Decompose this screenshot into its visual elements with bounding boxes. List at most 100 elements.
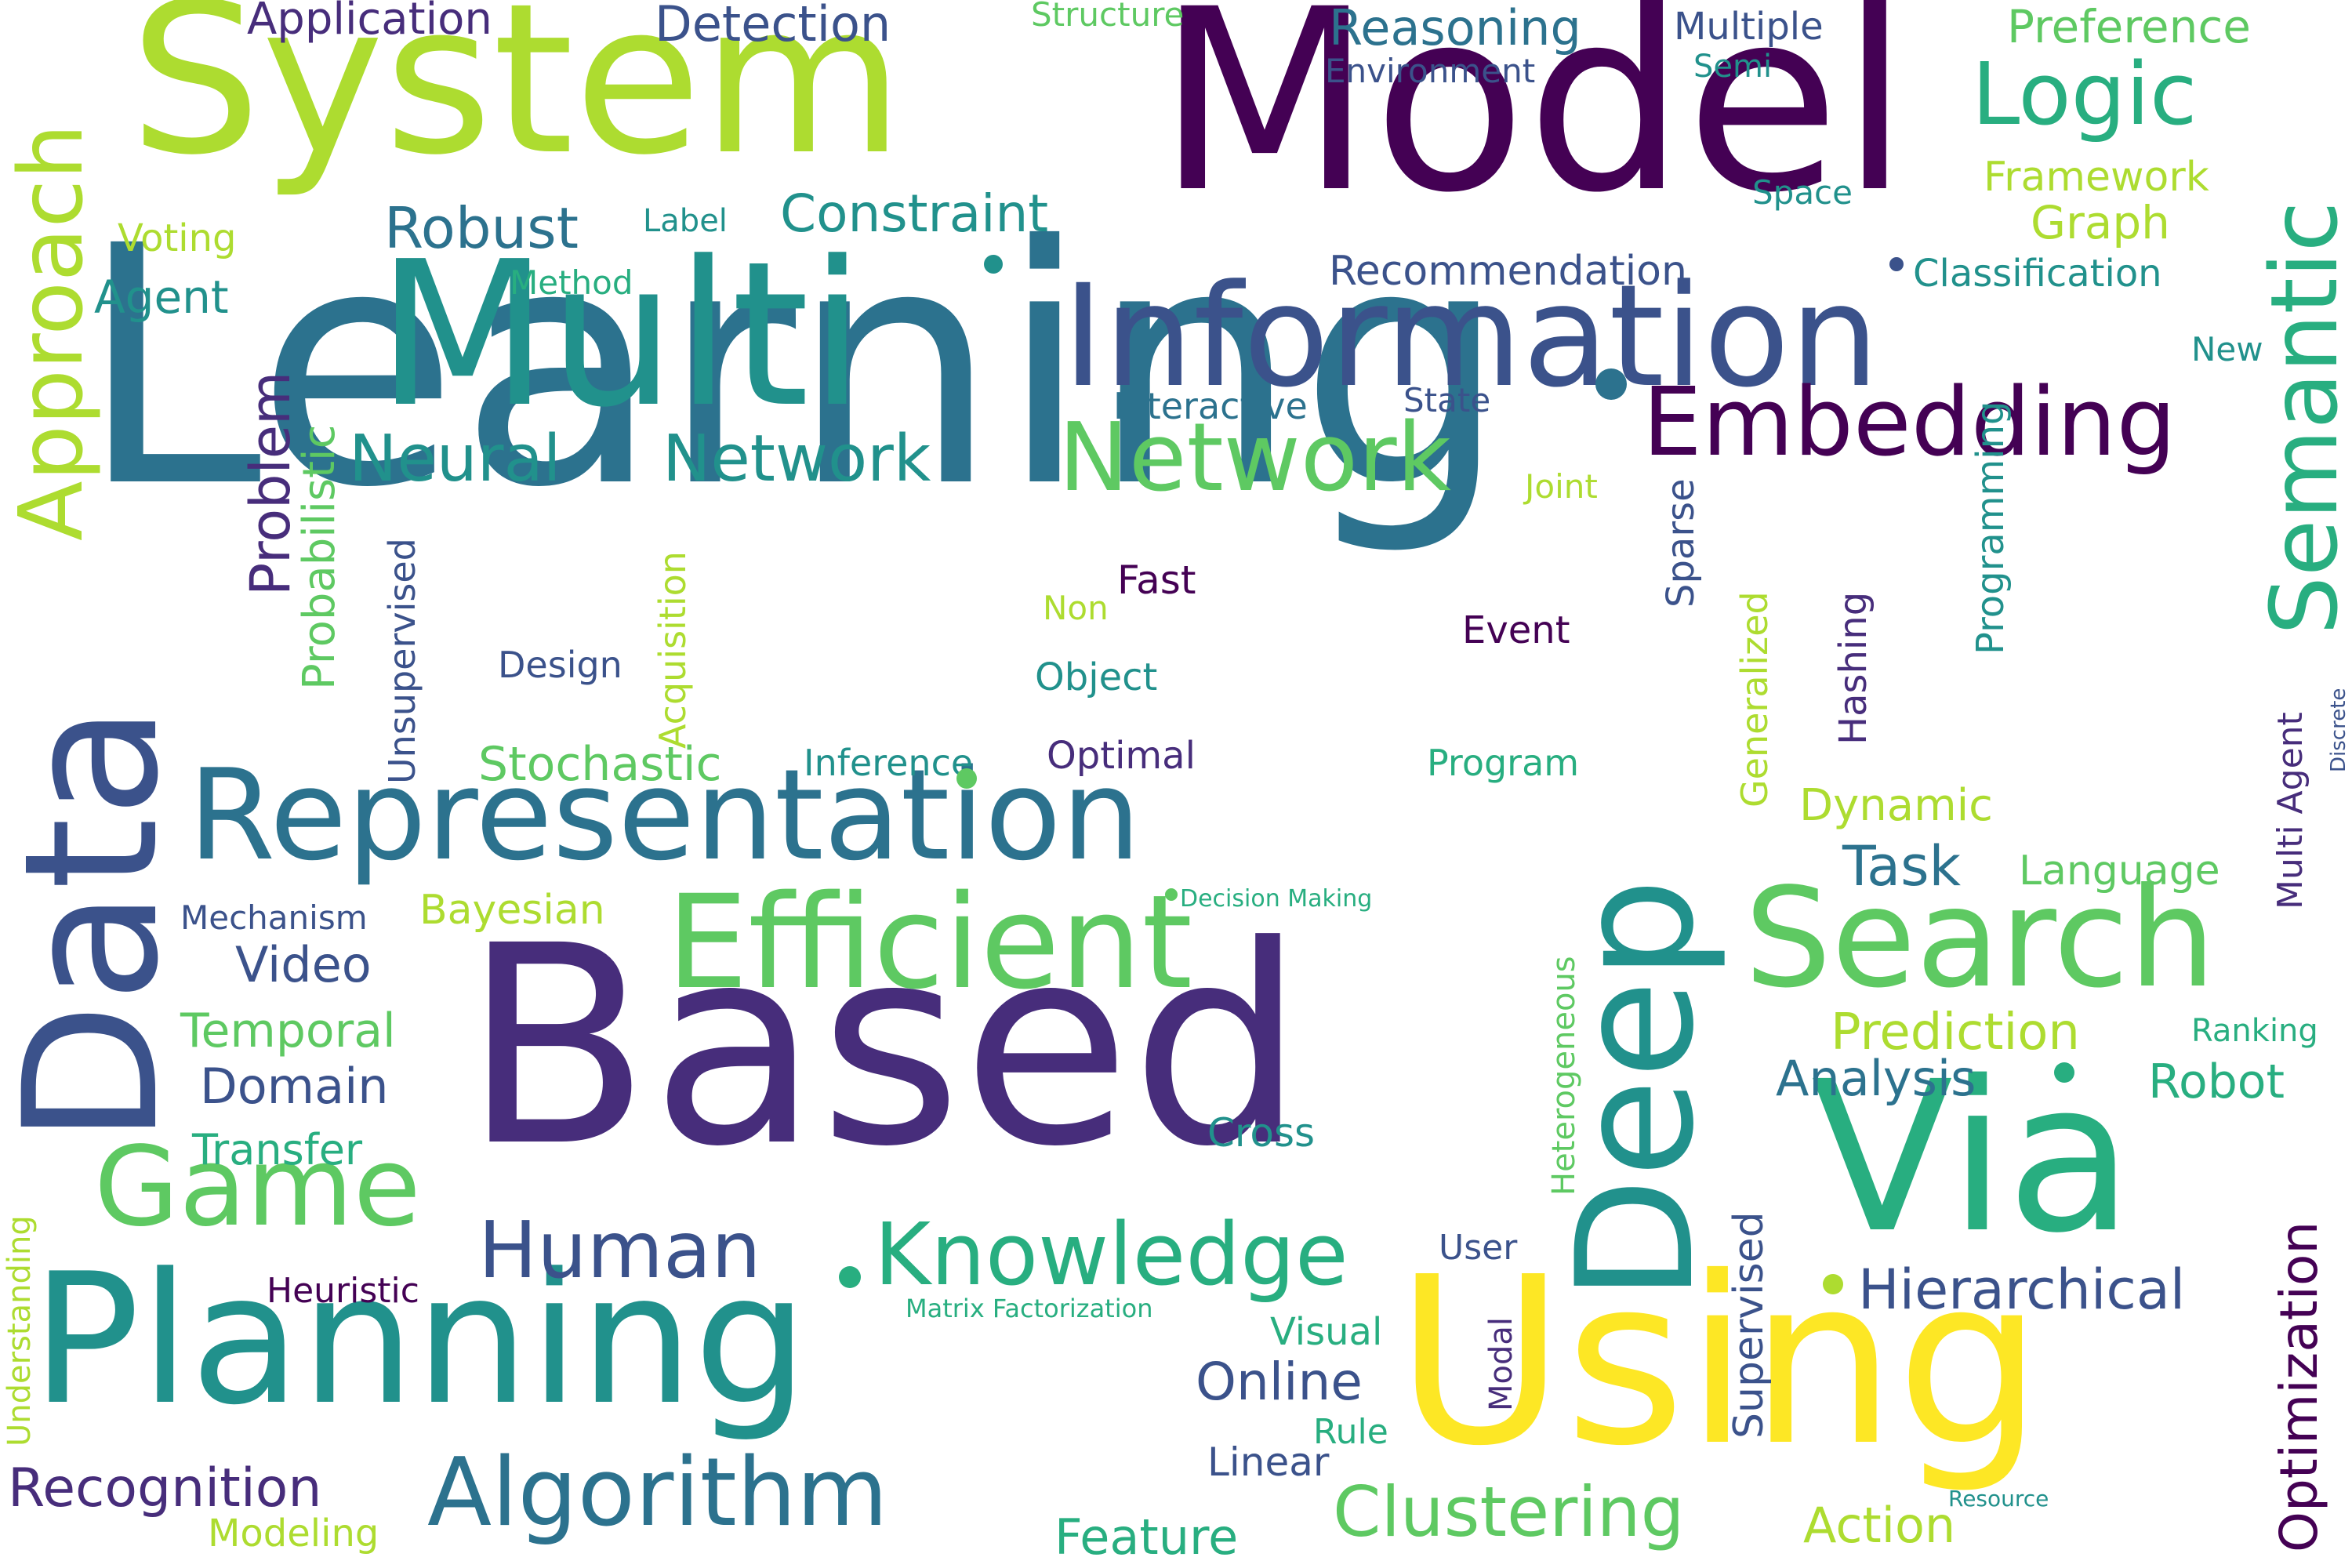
word-game: Game [94, 1123, 421, 1251]
word-recommendation: Recommendation [1329, 248, 1687, 295]
word-understanding: Understanding [2, 1215, 38, 1446]
dot-decoration [1165, 888, 1178, 901]
dot-decoration [1823, 1274, 1843, 1294]
word-framework: Framework [1984, 154, 2209, 201]
word-language: Language [2019, 848, 2220, 895]
word-action: Action [1803, 1497, 1956, 1554]
word-reasoning: Reasoning [1329, 0, 1581, 56]
word-inference: Inference [804, 742, 974, 784]
word-search: Search [1744, 859, 2216, 1018]
word-via: Via [1811, 1037, 2134, 1279]
word-constraint: Constraint [780, 183, 1049, 244]
word-new: New [2191, 330, 2263, 368]
word-neural: Neural [349, 422, 561, 496]
word-problem: Problem [238, 371, 303, 596]
word-video: Video [235, 936, 372, 993]
word-multi-agent: Multi Agent [2270, 712, 2310, 909]
word-using: Using [1396, 1227, 2043, 1497]
word-robot: Robot [2148, 1054, 2285, 1109]
word-graph: Graph [2031, 196, 2170, 249]
word-transfer: Transfer [192, 1125, 363, 1174]
word-multi: Multi [376, 219, 866, 452]
word-method: Method [510, 263, 633, 302]
word-optimization: Optimization [2269, 1221, 2329, 1552]
word-clustering: Clustering [1333, 1472, 1685, 1552]
word-feature: Feature [1054, 1508, 1239, 1566]
word-matrix-factorization: Matrix Factorization [906, 1294, 1153, 1323]
word-optimal: Optimal [1047, 734, 1196, 778]
word-modeling: Modeling [208, 1512, 379, 1555]
dot-decoration [984, 255, 1003, 274]
word-structure: Structure [1031, 0, 1185, 34]
word-learning: Learning [78, 176, 1508, 560]
word-recognition: Recognition [8, 1457, 322, 1519]
word-embedding: Embedding [1642, 368, 2176, 477]
word-preference: Preference [2007, 0, 2251, 53]
word-task: Task [1842, 834, 1962, 898]
word-prediction: Prediction [1831, 1004, 2080, 1062]
word-approach: Approach [1, 123, 103, 541]
word-voting: Voting [118, 216, 237, 260]
dot-decoration [1595, 368, 1627, 400]
word-detection: Detection [655, 0, 891, 53]
dot-decoration [1889, 257, 1904, 271]
word-logic: Logic [1972, 44, 2198, 144]
word-semantic: Semantic [2250, 201, 2352, 635]
word-supervised: Supervised [1726, 1211, 1773, 1439]
word-bayesian: Bayesian [419, 887, 605, 934]
word-domain: Domain [200, 1058, 389, 1115]
word-mechanism: Mechanism [180, 898, 368, 937]
word-joint: Joint [1525, 467, 1598, 506]
word-resource: Resource [1948, 1486, 2049, 1512]
word-generalized: Generalized [1733, 591, 1776, 808]
word-based: Based [463, 887, 1305, 1207]
word-space: Space [1752, 173, 1853, 212]
word-planning: Planning [31, 1236, 808, 1445]
word-network-teal: Network [662, 422, 931, 496]
word-program: Program [1427, 742, 1580, 784]
word-user: User [1439, 1228, 1518, 1268]
word-hierarchical: Hierarchical [1858, 1258, 2186, 1322]
word-environment: Environment [1325, 52, 1536, 90]
word-unsupervised: Unsupervised [381, 538, 423, 784]
word-data: Data [0, 704, 199, 1145]
word-fast: Fast [1117, 557, 1196, 603]
word-network-green: Network [1058, 404, 1452, 513]
word-rule: Rule [1313, 1412, 1388, 1452]
word-knowledge: Knowledge [874, 1204, 1348, 1305]
dot-decoration [839, 1266, 861, 1288]
word-dynamic: Dynamic [1799, 780, 1993, 831]
dot-decoration [956, 768, 977, 789]
word-event: Event [1462, 608, 1570, 652]
word-ranking: Ranking [2191, 1013, 2318, 1049]
word-temporal: Temporal [180, 1004, 396, 1058]
word-linear: Linear [1207, 1439, 1330, 1485]
word-system: System [129, 0, 905, 201]
word-visual: Visual [1270, 1310, 1383, 1354]
word-design: Design [498, 644, 622, 686]
word-heterogeneous: Heterogeneous [1546, 956, 1582, 1196]
word-object: Object [1035, 655, 1158, 699]
word-model: Model [1156, 0, 1910, 248]
word-agent: Agent [94, 270, 229, 324]
word-interactive: Interactive [1113, 385, 1308, 427]
word-state: State [1403, 381, 1491, 419]
word-stochastic: Stochastic [478, 737, 722, 792]
word-modal: Modal [1483, 1317, 1519, 1411]
dot-decoration [2054, 1062, 2074, 1083]
word-application: Application [247, 0, 492, 45]
word-representation: Representation [188, 742, 1142, 888]
word-acquisition: Acquisition [652, 551, 694, 749]
word-decision-making: Decision Making [1180, 885, 1373, 913]
word-information: Information [1062, 255, 1879, 419]
word-online: Online [1196, 1352, 1363, 1412]
word-semi: Semi [1693, 49, 1773, 85]
word-efficient: Efficient [666, 867, 1193, 1018]
word-algorithm: Algorithm [427, 1439, 888, 1548]
word-human: Human [478, 1204, 761, 1296]
word-multiple: Multiple [1674, 5, 1824, 49]
word-heuristic: Heuristic [267, 1271, 419, 1311]
word-discrete: Discrete [2327, 688, 2350, 772]
word-programming: Programming [1969, 401, 2013, 655]
